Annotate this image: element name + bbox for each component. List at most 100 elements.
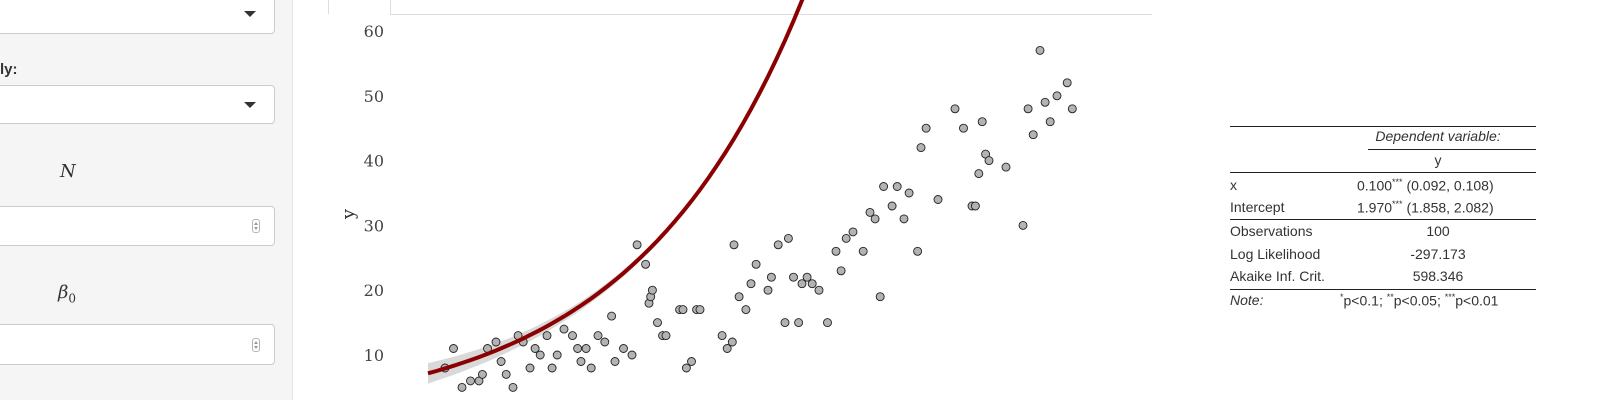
data-point	[1045, 117, 1055, 127]
data-point	[722, 344, 732, 353]
data-point	[950, 104, 960, 114]
data-point	[734, 292, 744, 302]
data-point	[879, 182, 889, 191]
intercept-param-input[interactable]	[0, 324, 275, 365]
data-point	[802, 272, 812, 282]
data-point	[687, 357, 696, 366]
link-function-select[interactable]	[0, 85, 275, 124]
data-point	[695, 305, 705, 315]
data-point	[913, 246, 923, 256]
data-point	[1018, 220, 1028, 230]
data-point	[892, 182, 902, 191]
data-point	[1035, 45, 1045, 55]
data-point	[466, 376, 475, 386]
data-point	[661, 331, 671, 341]
data-point	[600, 337, 610, 347]
stat-value: 598.346	[1412, 268, 1464, 284]
data-point	[678, 305, 688, 315]
data-point	[1040, 97, 1050, 107]
fit-line	[427, 0, 805, 376]
distribution-select[interactable]	[0, 0, 275, 34]
data-point	[525, 363, 535, 373]
data-point	[921, 123, 931, 133]
data-point	[681, 363, 691, 373]
data-point	[1001, 162, 1011, 172]
data-point	[573, 344, 583, 353]
y-tick-label: 20	[364, 281, 384, 300]
data-point	[974, 169, 984, 179]
plot-divider	[390, 0, 391, 15]
data-point	[653, 318, 662, 328]
data-point	[959, 123, 968, 133]
plot-divider	[328, 0, 329, 14]
data-point	[619, 344, 628, 353]
data-point	[977, 117, 987, 127]
data-point	[848, 227, 858, 237]
data-point	[641, 259, 651, 269]
data-point	[729, 240, 739, 250]
data-point	[586, 363, 596, 373]
stat-label: Akaike Inf. Crit.	[1230, 268, 1325, 284]
row-label: Intercept	[1230, 199, 1285, 215]
data-point	[632, 240, 642, 250]
stepper-icon[interactable]	[252, 337, 260, 352]
data-point	[1023, 104, 1033, 114]
stat-label: Observations	[1230, 223, 1313, 239]
coef-cell: 0.100*** (0.092, 0.108)	[1357, 177, 1494, 194]
data-point	[593, 331, 603, 341]
data-point	[496, 357, 506, 366]
note-text: *p<0.1; **p<0.05; ***p<0.01	[1340, 292, 1499, 309]
stat-value: 100	[1426, 223, 1450, 239]
coef-cell: 1.970*** (1.858, 2.082)	[1357, 199, 1494, 216]
data-point	[763, 285, 773, 295]
data-point	[858, 246, 868, 256]
data-point	[559, 324, 569, 334]
sidebar-panel: ly: N β0	[0, 0, 293, 400]
data-point	[477, 369, 487, 379]
data-point	[1067, 104, 1077, 114]
data-point	[904, 188, 914, 198]
data-point	[607, 311, 617, 321]
y-tick-label: 60	[364, 22, 384, 41]
chevron-down-icon	[244, 11, 256, 17]
data-point	[501, 369, 511, 379]
data-point	[831, 246, 841, 256]
dep-var-name: y	[1434, 152, 1442, 168]
row-label: x	[1230, 177, 1237, 193]
intercept-param-label: β0	[58, 282, 77, 306]
data-point	[535, 350, 545, 360]
plot-divider	[390, 14, 1152, 15]
data-point	[789, 272, 798, 282]
data-point	[875, 292, 885, 302]
data-point	[870, 214, 880, 224]
data-point	[783, 233, 793, 243]
data-point	[794, 318, 804, 328]
data-point	[766, 272, 776, 282]
data-point	[576, 357, 586, 366]
data-point	[568, 331, 577, 341]
data-point	[547, 363, 557, 373]
data-point	[552, 350, 562, 360]
data-point	[1028, 130, 1038, 140]
sample-size-input[interactable]	[0, 206, 275, 246]
data-point	[530, 344, 540, 353]
data-point	[807, 279, 817, 289]
data-point	[899, 214, 909, 224]
data-point	[741, 305, 751, 315]
data-point	[751, 259, 761, 269]
stat-value: -297.173	[1410, 246, 1466, 262]
data-point	[449, 344, 458, 353]
data-point	[984, 156, 994, 166]
data-point	[717, 331, 727, 341]
data-point	[933, 195, 943, 204]
data-point	[814, 285, 824, 295]
data-point	[610, 357, 620, 366]
y-axis-label: y	[338, 208, 359, 220]
y-tick-label: 10	[364, 346, 384, 365]
scatter-plot: 10 20 30 40 50 60 y	[338, 0, 1077, 392]
data-point	[1052, 91, 1062, 101]
stepper-icon[interactable]	[252, 219, 260, 233]
data-point	[780, 318, 790, 328]
family-label: ly:	[0, 61, 18, 78]
data-point	[841, 233, 851, 243]
